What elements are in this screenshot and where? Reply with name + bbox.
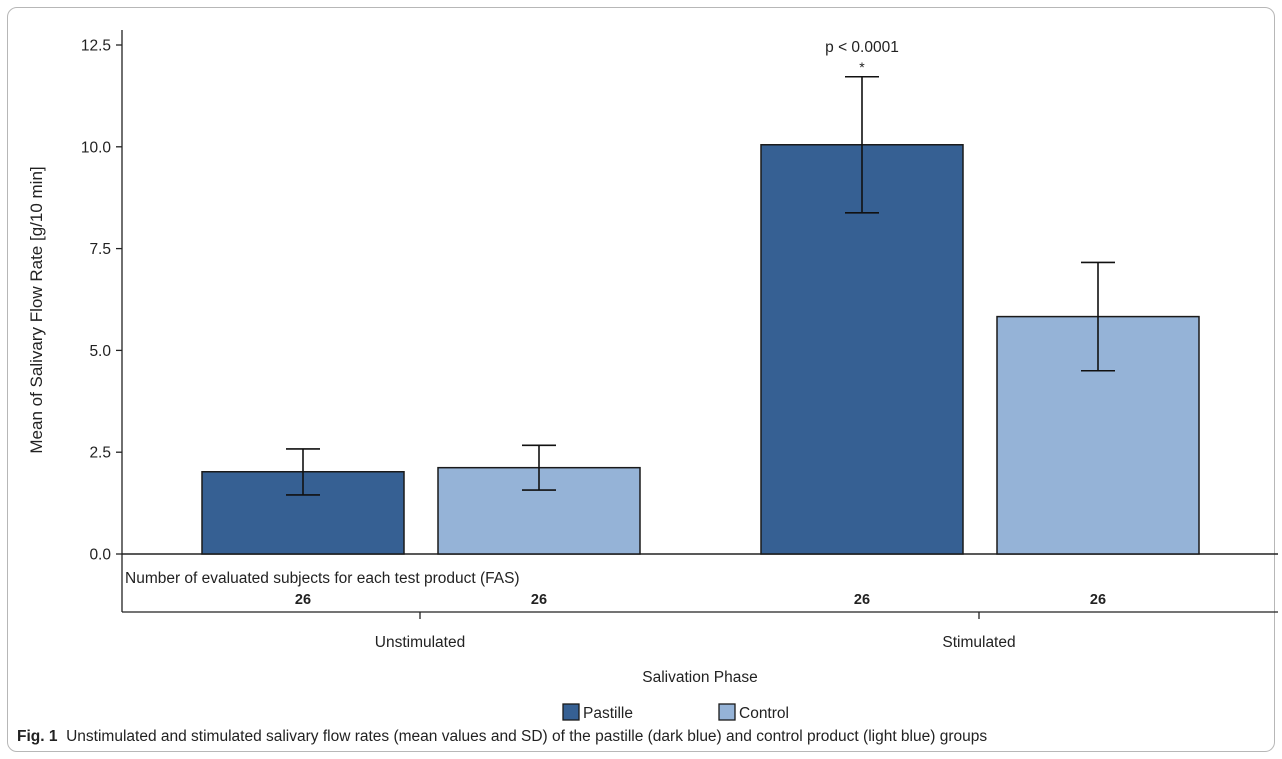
x-tick-label: Unstimulated — [375, 634, 465, 651]
subjects-row-label: Number of evaluated subjects for each te… — [125, 570, 520, 587]
x-axis-title: Salivation Phase — [642, 669, 757, 686]
figure-caption: Fig. 1 Unstimulated and stimulated saliv… — [17, 728, 987, 746]
y-tick-label: 5.0 — [89, 343, 111, 360]
bar-pastille-stimulated — [760, 144, 964, 555]
y-tick-label: 12.5 — [81, 38, 111, 55]
p-value-label: p < 0.0001 — [825, 39, 899, 56]
figure-label: Fig. 1 — [17, 728, 58, 745]
legend: Pastille Control — [562, 703, 789, 722]
legend-swatch-control — [718, 703, 736, 721]
legend-swatch-pastille — [562, 703, 580, 721]
error-bars — [286, 75, 1115, 496]
x-tick-label: Stimulated — [942, 634, 1015, 651]
bars — [201, 144, 1200, 555]
y-axis-title: Mean of Salivary Flow Rate [g/10 min] — [27, 166, 46, 453]
y-tick-label: 0.0 — [89, 547, 111, 564]
legend-label-control: Control — [739, 705, 789, 722]
subject-count: 26 — [854, 592, 870, 608]
legend-label-pastille: Pastille — [583, 705, 633, 722]
subject-count: 26 — [531, 592, 547, 608]
subject-count: 26 — [1090, 592, 1106, 608]
caption-text: Unstimulated and stimulated salivary flo… — [66, 728, 988, 745]
figure-frame — [7, 7, 1275, 752]
subject-count: 26 — [295, 592, 311, 608]
y-tick-label: 7.5 — [89, 241, 111, 258]
y-tick-label: 10.0 — [81, 139, 112, 156]
bar-chart: 0.0 2.5 5.0 7.5 10.0 12.5 Mean of Salivary Flo… — [27, 30, 1278, 722]
chart-labels: 0.0 2.5 5.0 7.5 10.0 12.5 Mean of Salivary Flo… — [27, 38, 1106, 687]
significance-marker: * — [859, 59, 865, 75]
y-tick-label: 2.5 — [89, 445, 111, 462]
